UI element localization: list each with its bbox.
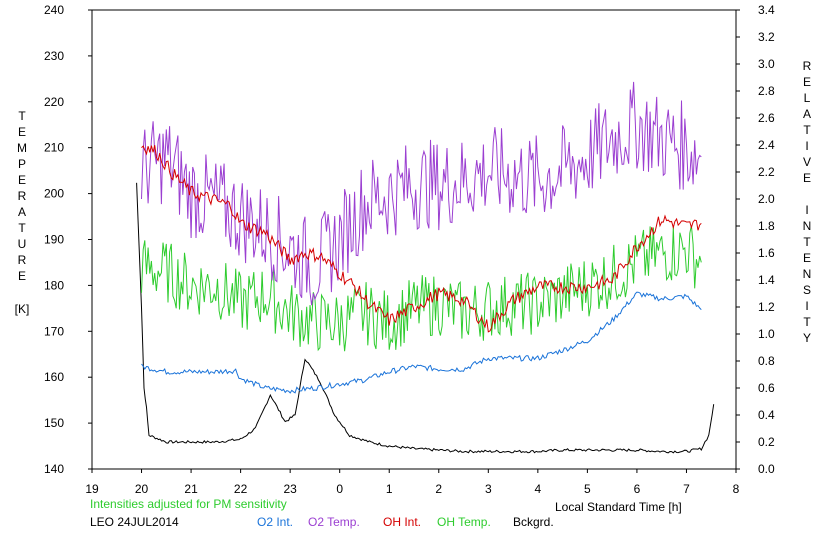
series-line-o2-int [141,291,702,394]
series-line-oh-temp [141,225,702,352]
x-tick-label: 4 [535,482,542,496]
x-tick-label: 19 [85,482,99,496]
right-axis-letter: R [802,59,812,73]
right-tick-label: 2.8 [758,84,775,98]
x-axis-ticks: 19 20 21 22 23 0 1 2 3 4 5 6 7 8 [85,469,740,496]
x-tick-label: 0 [336,482,343,496]
legend-entry: OH Temp. [437,515,491,529]
x-axis-label: Local Standard Time [h] [555,500,682,514]
right-tick-label: 3.2 [758,30,775,44]
right-tick-label: 2.6 [758,111,775,125]
left-tick-label: 170 [44,324,64,338]
right-axis-letter: A [802,107,811,121]
left-axis-letter: U [17,237,27,251]
right-axis-letter: N [802,219,812,233]
left-axis-letter: R [17,189,27,203]
right-axis-letter: N [802,267,812,281]
x-tick-label: 20 [135,482,149,496]
series-line-bckgrd [136,182,715,454]
right-axis-ticks: 0.0 0.2 0.4 0.6 0.8 1.0 1.2 1.4 1.6 1.8 2.0 2.2 2.4 2… [736,3,775,476]
x-tick-label: 2 [435,482,442,496]
right-axis-letter: E [802,75,811,89]
left-axis-letter: E [17,173,26,187]
left-axis-ticks: 140 150 160 170 180 190 200 210 220 230 240 [44,3,92,476]
left-tick-label: 160 [44,370,64,384]
right-tick-label: 2.2 [758,165,775,179]
left-tick-label: 240 [44,3,64,17]
right-axis-letter: Y [802,331,811,345]
x-tick-label: 1 [386,482,393,496]
series-lines [136,81,715,454]
right-tick-label: 0.2 [758,435,775,449]
plot-frame [91,9,737,470]
x-tick-label: 7 [683,482,690,496]
right-tick-label: 1.2 [758,300,775,314]
left-axis-letter: A [17,205,26,219]
right-axis-letter: S [802,283,811,297]
right-axis-letter: T [803,235,811,249]
right-tick-label: 1.4 [758,273,775,287]
x-tick-label: 22 [234,482,248,496]
series-line-oh-int [141,145,702,333]
right-axis-letter: I [805,203,809,217]
x-tick-label: 3 [485,482,492,496]
x-tick-label: 21 [184,482,198,496]
right-tick-label: 3.4 [758,3,775,17]
right-tick-label: 2.0 [758,192,775,206]
right-tick-label: 0.0 [758,462,775,476]
right-axis-letter: V [802,155,811,169]
x-tick-label: 5 [584,482,591,496]
x-tick-label: 23 [283,482,297,496]
left-axis-letter: E [17,125,26,139]
right-axis-letter: I [805,299,809,313]
legend-entry: O2 Int. [257,515,294,529]
left-axis-letter: P [17,157,26,171]
left-tick-label: 190 [44,233,64,247]
right-axis-letter: I [805,139,809,153]
x-tick-label: 8 [733,482,740,496]
right-axis-letter: E [802,171,811,185]
left-axis-letter: E [17,269,26,283]
left-axis-letter: T [18,109,26,123]
left-tick-label: 140 [44,462,64,476]
left-axis-unit: [K] [14,302,30,316]
right-tick-label: 1.0 [758,327,775,341]
left-tick-label: 180 [44,278,64,292]
x-tick-label: 6 [634,482,641,496]
right-tick-label: 1.8 [758,219,775,233]
left-axis-letter: M [17,141,27,155]
right-tick-label: 3.0 [758,57,775,71]
legend-entry: OH Int. [383,515,422,529]
right-tick-label: 1.6 [758,246,775,260]
right-axis-letter: L [803,91,811,105]
right-axis-letter: E [802,251,811,265]
legend-entry: O2 Temp. [308,515,360,529]
left-axis-letter: T [18,221,26,235]
note-pm-sensitivity: Intensities adjusted for PM sensitivity [90,497,287,511]
right-tick-label: 0.4 [758,408,775,422]
right-tick-label: 0.8 [758,354,775,368]
left-tick-label: 210 [44,141,64,155]
left-tick-label: 230 [44,49,64,63]
left-axis-letter: R [17,253,27,267]
legend-entry: Bckgrd. [513,515,554,529]
left-tick-label: 220 [44,95,64,109]
right-tick-label: 2.4 [758,138,775,152]
right-axis-letter: T [803,315,811,329]
left-tick-label: 200 [44,187,64,201]
station-date: LEO 24JUL2014 [90,515,179,529]
right-axis-letter: T [803,123,811,137]
left-tick-label: 150 [44,416,64,430]
right-tick-label: 0.6 [758,381,775,395]
